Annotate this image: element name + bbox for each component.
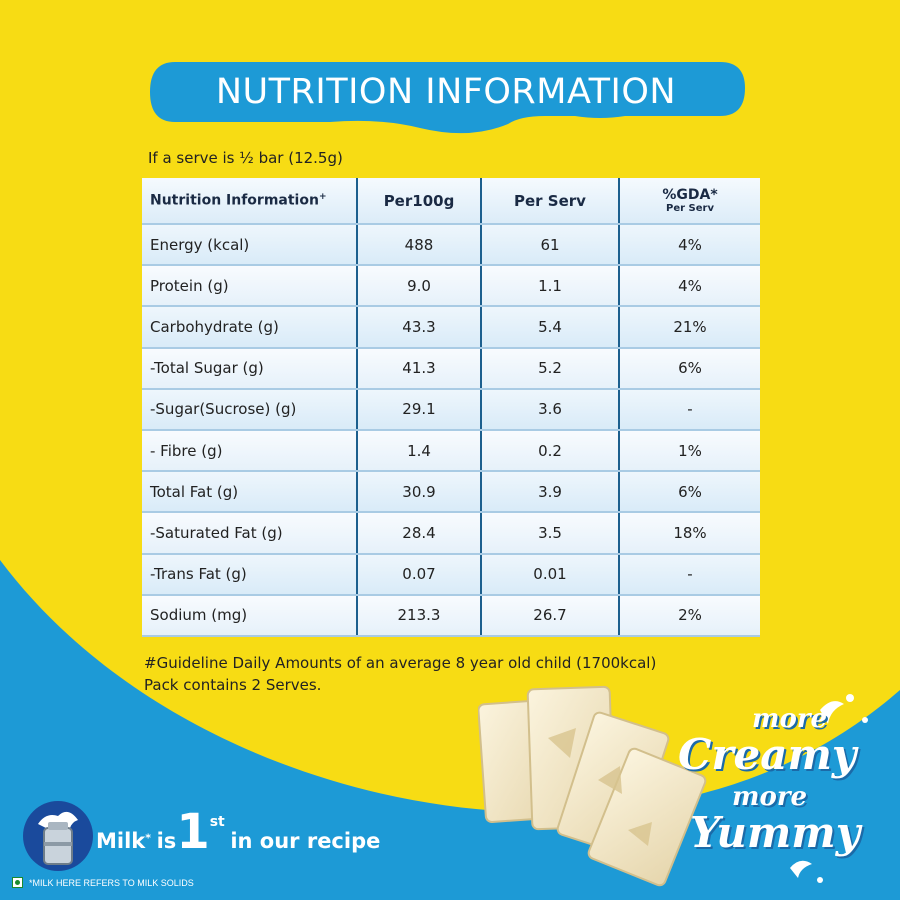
cell-nutrient: Sodium (mg) (142, 594, 358, 637)
cell-per-serv: 3.5 (481, 512, 620, 555)
cell-nutrient: Energy (kcal) (142, 224, 358, 267)
cell-gda: 1% (619, 429, 760, 473)
cell-per-serv: 0.2 (481, 429, 620, 473)
cell-per-serv: 1.1 (481, 265, 620, 308)
cell-nutrient: Carbohydrate (g) (142, 306, 358, 349)
cell-gda: - (619, 388, 760, 431)
milk-suffix: st (209, 814, 225, 830)
tagline-line2: Creamy (678, 730, 857, 779)
cell-per-serv: 3.9 (481, 471, 620, 514)
milk-number: 1 (176, 804, 210, 860)
cell-per100g: 28.4 (357, 512, 482, 555)
cell-gda: 6% (619, 471, 760, 514)
legal-text: *MILK HERE REFERS TO MILK SOLIDS (29, 877, 194, 888)
cell-per100g: 29.1 (357, 388, 482, 431)
cell-nutrient: Protein (g) (142, 265, 358, 308)
milk-is: is (156, 829, 177, 853)
header-gda: %GDA* Per Serv (619, 178, 760, 225)
tagline-line4: Yummy (690, 808, 861, 857)
cell-nutrient: -Saturated Fat (g) (142, 512, 358, 555)
header-nutrient-mark: + (318, 192, 327, 203)
cell-per100g: 0.07 (357, 553, 482, 596)
table-row: Protein (g) 9.0 1.1 4% (142, 265, 760, 308)
cell-nutrient: - Fibre (g) (142, 429, 358, 473)
tagline-line3: more (732, 782, 808, 812)
cell-gda: 21% (619, 306, 760, 349)
cell-gda: 4% (619, 265, 760, 308)
milk-claim: Milk* is1st in our recipe (96, 808, 380, 856)
cell-gda: 4% (619, 224, 760, 267)
table-row: Sodium (mg) 213.3 26.7 2% (142, 594, 760, 637)
cell-gda: 6% (619, 347, 760, 390)
header-per100g: Per100g (357, 178, 482, 225)
cell-per100g: 9.0 (357, 265, 482, 308)
cell-gda: - (619, 553, 760, 596)
legal-row: *MILK HERE REFERS TO MILK SOLIDS (12, 877, 194, 888)
tagline-line1: more (752, 704, 828, 734)
milk-star: * (145, 831, 152, 845)
table-row: -Trans Fat (g) 0.07 0.01 - (142, 553, 760, 596)
table-row: Energy (kcal) 488 61 4% (142, 224, 760, 267)
cell-per-serv: 26.7 (481, 594, 620, 637)
table-row: Carbohydrate (g) 43.3 5.4 21% (142, 306, 760, 349)
cell-nutrient: -Sugar(Sucrose) (g) (142, 388, 358, 431)
milk-recipe: in our recipe (230, 829, 381, 853)
cell-per100g: 488 (357, 224, 482, 267)
cell-gda: 2% (619, 594, 760, 637)
cell-nutrient: -Trans Fat (g) (142, 553, 358, 596)
footnotes: #Guideline Daily Amounts of an average 8… (144, 652, 656, 696)
veg-mark-icon (12, 877, 23, 888)
chocolate-bar-image (478, 685, 707, 887)
cell-per-serv: 5.4 (481, 306, 620, 349)
cell-per-serv: 5.2 (481, 347, 620, 390)
cell-nutrient: -Total Sugar (g) (142, 347, 358, 390)
table-row: Total Fat (g) 30.9 3.9 6% (142, 471, 760, 514)
header-per-serv: Per Serv (481, 178, 620, 225)
table-row: -Sugar(Sucrose) (g) 29.1 3.6 - (142, 388, 760, 431)
cell-per100g: 1.4 (357, 429, 482, 473)
serve-size-note: If a serve is ½ bar (12.5g) (148, 149, 343, 167)
nutrition-table: Nutrition Information+ Per100g Per Serv … (142, 178, 760, 637)
table-row: - Fibre (g) 1.4 0.2 1% (142, 429, 760, 473)
header-gda-sub: Per Serv (666, 203, 714, 214)
cell-per-serv: 61 (481, 224, 620, 267)
milk-can-icon (23, 801, 93, 871)
milk-splash-icon (790, 694, 868, 883)
cell-per100g: 41.3 (357, 347, 482, 390)
milk-word: Milk (96, 829, 146, 853)
table-row: -Total Sugar (g) 41.3 5.2 6% (142, 347, 760, 390)
table-header-row: Nutrition Information+ Per100g Per Serv … (142, 178, 760, 225)
page-title: NUTRITION INFORMATION (215, 72, 677, 112)
header-nutrient: Nutrition Information+ (142, 178, 358, 225)
tagline: more Creamy more Yummy (670, 690, 890, 890)
cell-gda: 18% (619, 512, 760, 555)
cell-per-serv: 0.01 (481, 553, 620, 596)
pack-footnote: Pack contains 2 Serves. (144, 676, 322, 694)
gda-footnote: #Guideline Daily Amounts of an average 8… (144, 654, 657, 672)
cell-per100g: 43.3 (357, 306, 482, 349)
cell-per100g: 213.3 (357, 594, 482, 637)
cell-per100g: 30.9 (357, 471, 482, 514)
cell-nutrient: Total Fat (g) (142, 471, 358, 514)
cell-per-serv: 3.6 (481, 388, 620, 431)
table-row: -Saturated Fat (g) 28.4 3.5 18% (142, 512, 760, 555)
